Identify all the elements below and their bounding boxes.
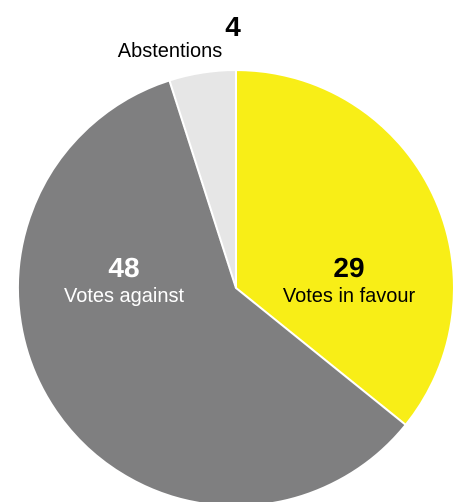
slice-label-votes-in-favour: Votes in favour (283, 285, 416, 307)
pie-slice-votes-in-favour (235, 69, 455, 426)
slice-label-abstentions: Abstentions (118, 40, 223, 62)
pie-slice-abstentions (168, 69, 237, 289)
slice-label-votes-against: Votes against (64, 285, 185, 307)
slice-value-votes-in-favour: 29 (333, 252, 364, 283)
slice-value-votes-against: 48 (108, 252, 139, 283)
pie-slice-votes-against (17, 79, 407, 502)
slice-value-abstentions: 4 (225, 11, 241, 42)
pie-slices (17, 69, 455, 502)
pie-labels: 29 Votes in favour 48 Votes against 4 Ab… (64, 11, 416, 307)
